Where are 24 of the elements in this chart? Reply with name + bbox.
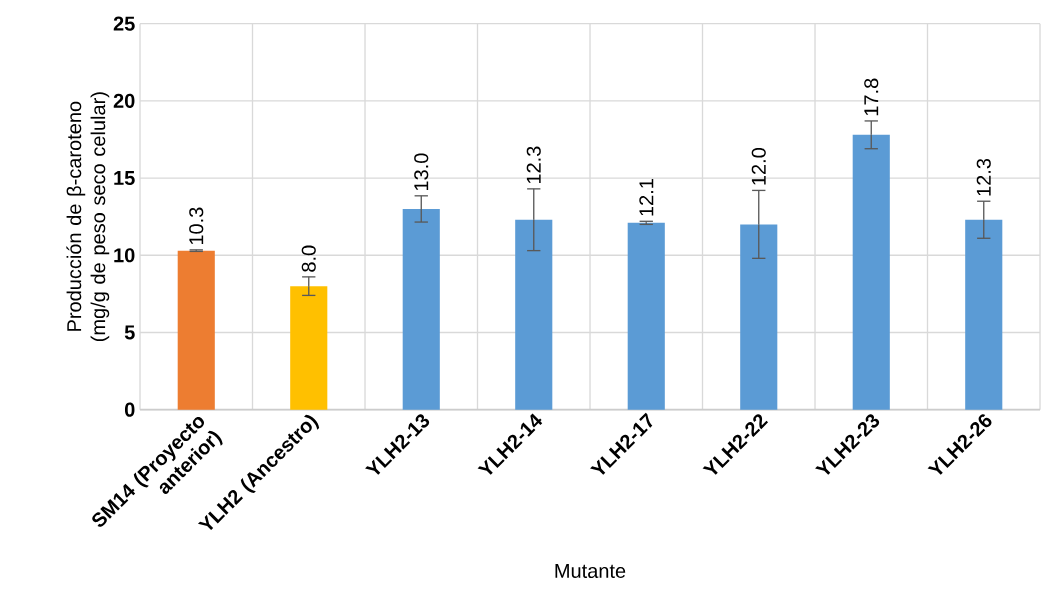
data-label: 10.3 (189, 207, 204, 245)
data-label: 13.0 (414, 153, 429, 191)
y-axis-title: Producción de β-caroteno (mg/g de peso seco celular) (66, 92, 110, 342)
data-label: 12.3 (526, 146, 541, 184)
data-label: 17.8 (864, 78, 879, 116)
y-tick-label: 5 (124, 325, 135, 340)
y-tick-label: 0 (124, 402, 135, 417)
x-axis-title: Mutante (555, 564, 626, 579)
y-tick-label: 15 (114, 171, 135, 186)
bar (515, 219, 553, 410)
bar (290, 286, 328, 410)
bar (177, 250, 215, 410)
bar (852, 135, 890, 410)
y-tick-label: 10 (114, 248, 135, 263)
bar (402, 209, 440, 410)
bar (965, 219, 1003, 410)
y-tick-label: 25 (113, 16, 135, 31)
y-tick-label: 20 (113, 93, 135, 109)
bar (627, 223, 665, 410)
data-label: 8.0 (301, 245, 316, 272)
data-label: 12.3 (976, 159, 991, 196)
data-label: 12.1 (639, 179, 654, 216)
bar (740, 224, 778, 410)
data-label: 12.0 (751, 148, 766, 185)
